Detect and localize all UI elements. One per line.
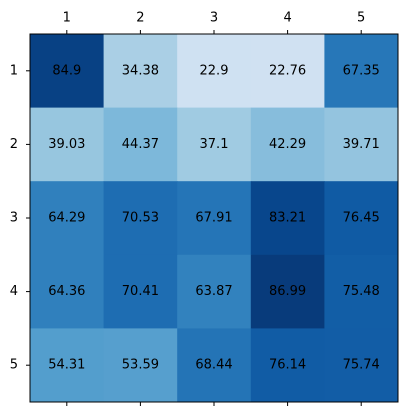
heatmap-cell xyxy=(250,107,325,182)
x-tick-label: 5 xyxy=(357,11,365,26)
y-tick-label: 4 xyxy=(10,284,18,299)
cell-value-label: 22.76 xyxy=(269,63,306,78)
cell-value-label: 42.29 xyxy=(269,137,306,152)
cell-value-label: 76.45 xyxy=(343,211,380,226)
cell-value-label: 84.9 xyxy=(52,63,81,78)
y-tick-label: 3 xyxy=(10,211,18,226)
heatmap-cell xyxy=(177,34,252,109)
cell-value-label: 44.37 xyxy=(122,137,159,152)
cell-value-label: 68.44 xyxy=(195,358,232,373)
heatmap-cell xyxy=(177,328,252,403)
heatmap-cell xyxy=(103,34,178,109)
heatmap-cell xyxy=(250,34,325,109)
cell-value-label: 64.29 xyxy=(48,211,85,226)
x-tick-label: 1 xyxy=(63,11,71,26)
heatmap-cell xyxy=(30,328,105,403)
x-tick-label: 3 xyxy=(210,11,218,26)
heatmap-cell-labels: 84.9 34.38 22.9 22.76 67.35 39.03 44.37 37.1 42.… xyxy=(48,63,380,372)
heatmap-cell xyxy=(30,254,105,329)
heatmap-cell xyxy=(177,181,252,256)
heatmap-cell xyxy=(30,107,105,182)
y-axis: 1 2 3 4 5 xyxy=(10,63,30,373)
heatmap-cells xyxy=(30,34,399,403)
heatmap-cell xyxy=(177,107,252,182)
heatmap-cell xyxy=(324,107,399,182)
heatmap-cell xyxy=(250,181,325,256)
heatmap-cell xyxy=(103,181,178,256)
x-axis: 1 2 3 4 5 xyxy=(63,11,365,406)
cell-value-label: 83.21 xyxy=(269,211,306,226)
heatmap-cell xyxy=(324,34,399,109)
cell-value-label: 22.9 xyxy=(200,63,229,78)
cell-value-label: 67.35 xyxy=(343,63,380,78)
cell-value-label: 63.87 xyxy=(195,284,232,299)
cell-value-label: 37.1 xyxy=(200,137,229,152)
heatmap-cell xyxy=(324,328,399,403)
cell-value-label: 39.71 xyxy=(343,137,380,152)
y-tick-label: 5 xyxy=(10,358,18,373)
x-tick-label: 4 xyxy=(283,11,291,26)
cell-value-label: 39.03 xyxy=(48,137,85,152)
heatmap-cell xyxy=(177,254,252,329)
cell-value-label: 64.36 xyxy=(48,284,85,299)
heatmap-cell xyxy=(103,328,178,403)
heatmap-cell xyxy=(250,328,325,403)
cell-value-label: 70.41 xyxy=(122,284,159,299)
cell-value-label: 75.74 xyxy=(343,358,380,373)
y-tick-label: 1 xyxy=(10,63,18,78)
x-tick-label: 2 xyxy=(136,11,144,26)
heatmap-cell xyxy=(103,107,178,182)
cell-value-label: 53.59 xyxy=(122,358,159,373)
heatmap-cell xyxy=(30,181,105,256)
cell-value-label: 54.31 xyxy=(48,358,85,373)
heatmap-cell xyxy=(324,181,399,256)
y-tick-label: 2 xyxy=(10,137,18,152)
cell-value-label: 70.53 xyxy=(122,211,159,226)
cell-value-label: 67.91 xyxy=(195,211,232,226)
cell-value-label: 34.38 xyxy=(122,63,159,78)
heatmap-cell xyxy=(250,254,325,329)
cell-value-label: 76.14 xyxy=(269,358,306,373)
cell-value-label: 86.99 xyxy=(269,284,306,299)
cell-value-label: 75.48 xyxy=(343,284,380,299)
heatmap-cell xyxy=(103,254,178,329)
heatmap-cell xyxy=(30,34,105,109)
heatmap-cell xyxy=(324,254,399,329)
